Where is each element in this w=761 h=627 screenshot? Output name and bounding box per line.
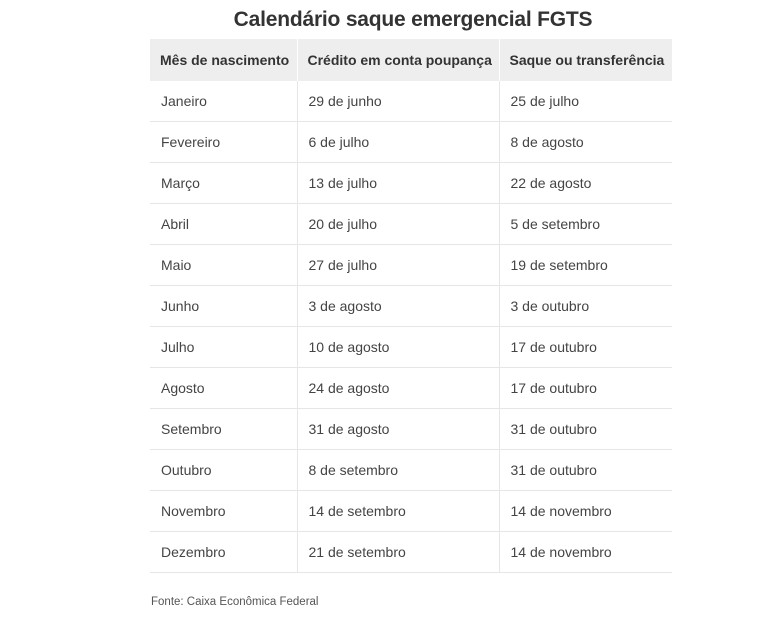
column-header-savings-credit: Crédito em conta poupança [296,39,499,81]
withdrawal-date-cell: 31 de outubro [498,449,672,491]
credit-date-cell: 6 de julho [296,121,499,163]
table-row: Março 13 de julho 22 de agosto [150,162,672,204]
withdrawal-date-cell: 5 de setembro [498,203,672,245]
table-header: Mês de nascimento Crédito em conta poupa… [150,39,672,81]
table-row: Julho 10 de agosto 17 de outubro [150,326,672,368]
table-row: Dezembro 21 de setembro 14 de novembro [150,531,672,573]
birth-month-cell: Julho [150,326,297,368]
birth-month-cell: Setembro [150,408,297,450]
withdrawal-date-cell: 19 de setembro [498,244,672,286]
withdrawal-date-cell: 8 de agosto [498,121,672,163]
credit-date-cell: 29 de junho [296,81,499,122]
credit-date-cell: 14 de setembro [296,490,499,532]
page-title: Calendário saque emergencial FGTS [233,8,593,31]
withdrawal-date-cell: 17 de outubro [498,367,672,409]
table-row: Abril 20 de julho 5 de setembro [150,203,672,245]
credit-date-cell: 10 de agosto [296,326,499,368]
birth-month-cell: Maio [150,244,297,286]
withdrawal-date-cell: 14 de novembro [498,531,672,573]
table-row: Maio 27 de julho 19 de setembro [150,244,672,286]
withdrawal-date-cell: 14 de novembro [498,490,672,532]
calendar-table: Mês de nascimento Crédito em conta poupa… [150,39,672,573]
table-row: Novembro 14 de setembro 14 de novembro [150,490,672,532]
withdrawal-date-cell: 3 de outubro [498,285,672,327]
birth-month-cell: Janeiro [150,81,297,122]
table-row: Agosto 24 de agosto 17 de outubro [150,367,672,409]
withdrawal-date-cell: 17 de outubro [498,326,672,368]
table-row: Janeiro 29 de junho 25 de julho [150,81,672,122]
birth-month-cell: Março [150,162,297,204]
source-note: Fonte: Caixa Econômica Federal [151,596,319,608]
credit-date-cell: 20 de julho [296,203,499,245]
table-row: Fevereiro 6 de julho 8 de agosto [150,121,672,163]
birth-month-cell: Agosto [150,367,297,409]
birth-month-cell: Outubro [150,449,297,491]
withdrawal-date-cell: 25 de julho [498,81,672,122]
credit-date-cell: 21 de setembro [296,531,499,573]
credit-date-cell: 24 de agosto [296,367,499,409]
credit-date-cell: 3 de agosto [296,285,499,327]
credit-date-cell: 13 de julho [296,162,499,204]
column-header-withdrawal: Saque ou transferência [498,39,672,81]
credit-date-cell: 8 de setembro [296,449,499,491]
birth-month-cell: Novembro [150,490,297,532]
birth-month-cell: Abril [150,203,297,245]
table-row: Outubro 8 de setembro 31 de outubro [150,449,672,491]
withdrawal-date-cell: 31 de outubro [498,408,672,450]
column-header-birth-month: Mês de nascimento [150,39,297,81]
table-body: Janeiro 29 de junho 25 de julho Fevereir… [150,81,672,573]
withdrawal-date-cell: 22 de agosto [498,162,672,204]
birth-month-cell: Junho [150,285,297,327]
birth-month-cell: Fevereiro [150,121,297,163]
table-header-row: Mês de nascimento Crédito em conta poupa… [150,39,672,81]
table-row: Junho 3 de agosto 3 de outubro [150,285,672,327]
birth-month-cell: Dezembro [150,531,297,573]
credit-date-cell: 27 de julho [296,244,499,286]
credit-date-cell: 31 de agosto [296,408,499,450]
table-row: Setembro 31 de agosto 31 de outubro [150,408,672,450]
